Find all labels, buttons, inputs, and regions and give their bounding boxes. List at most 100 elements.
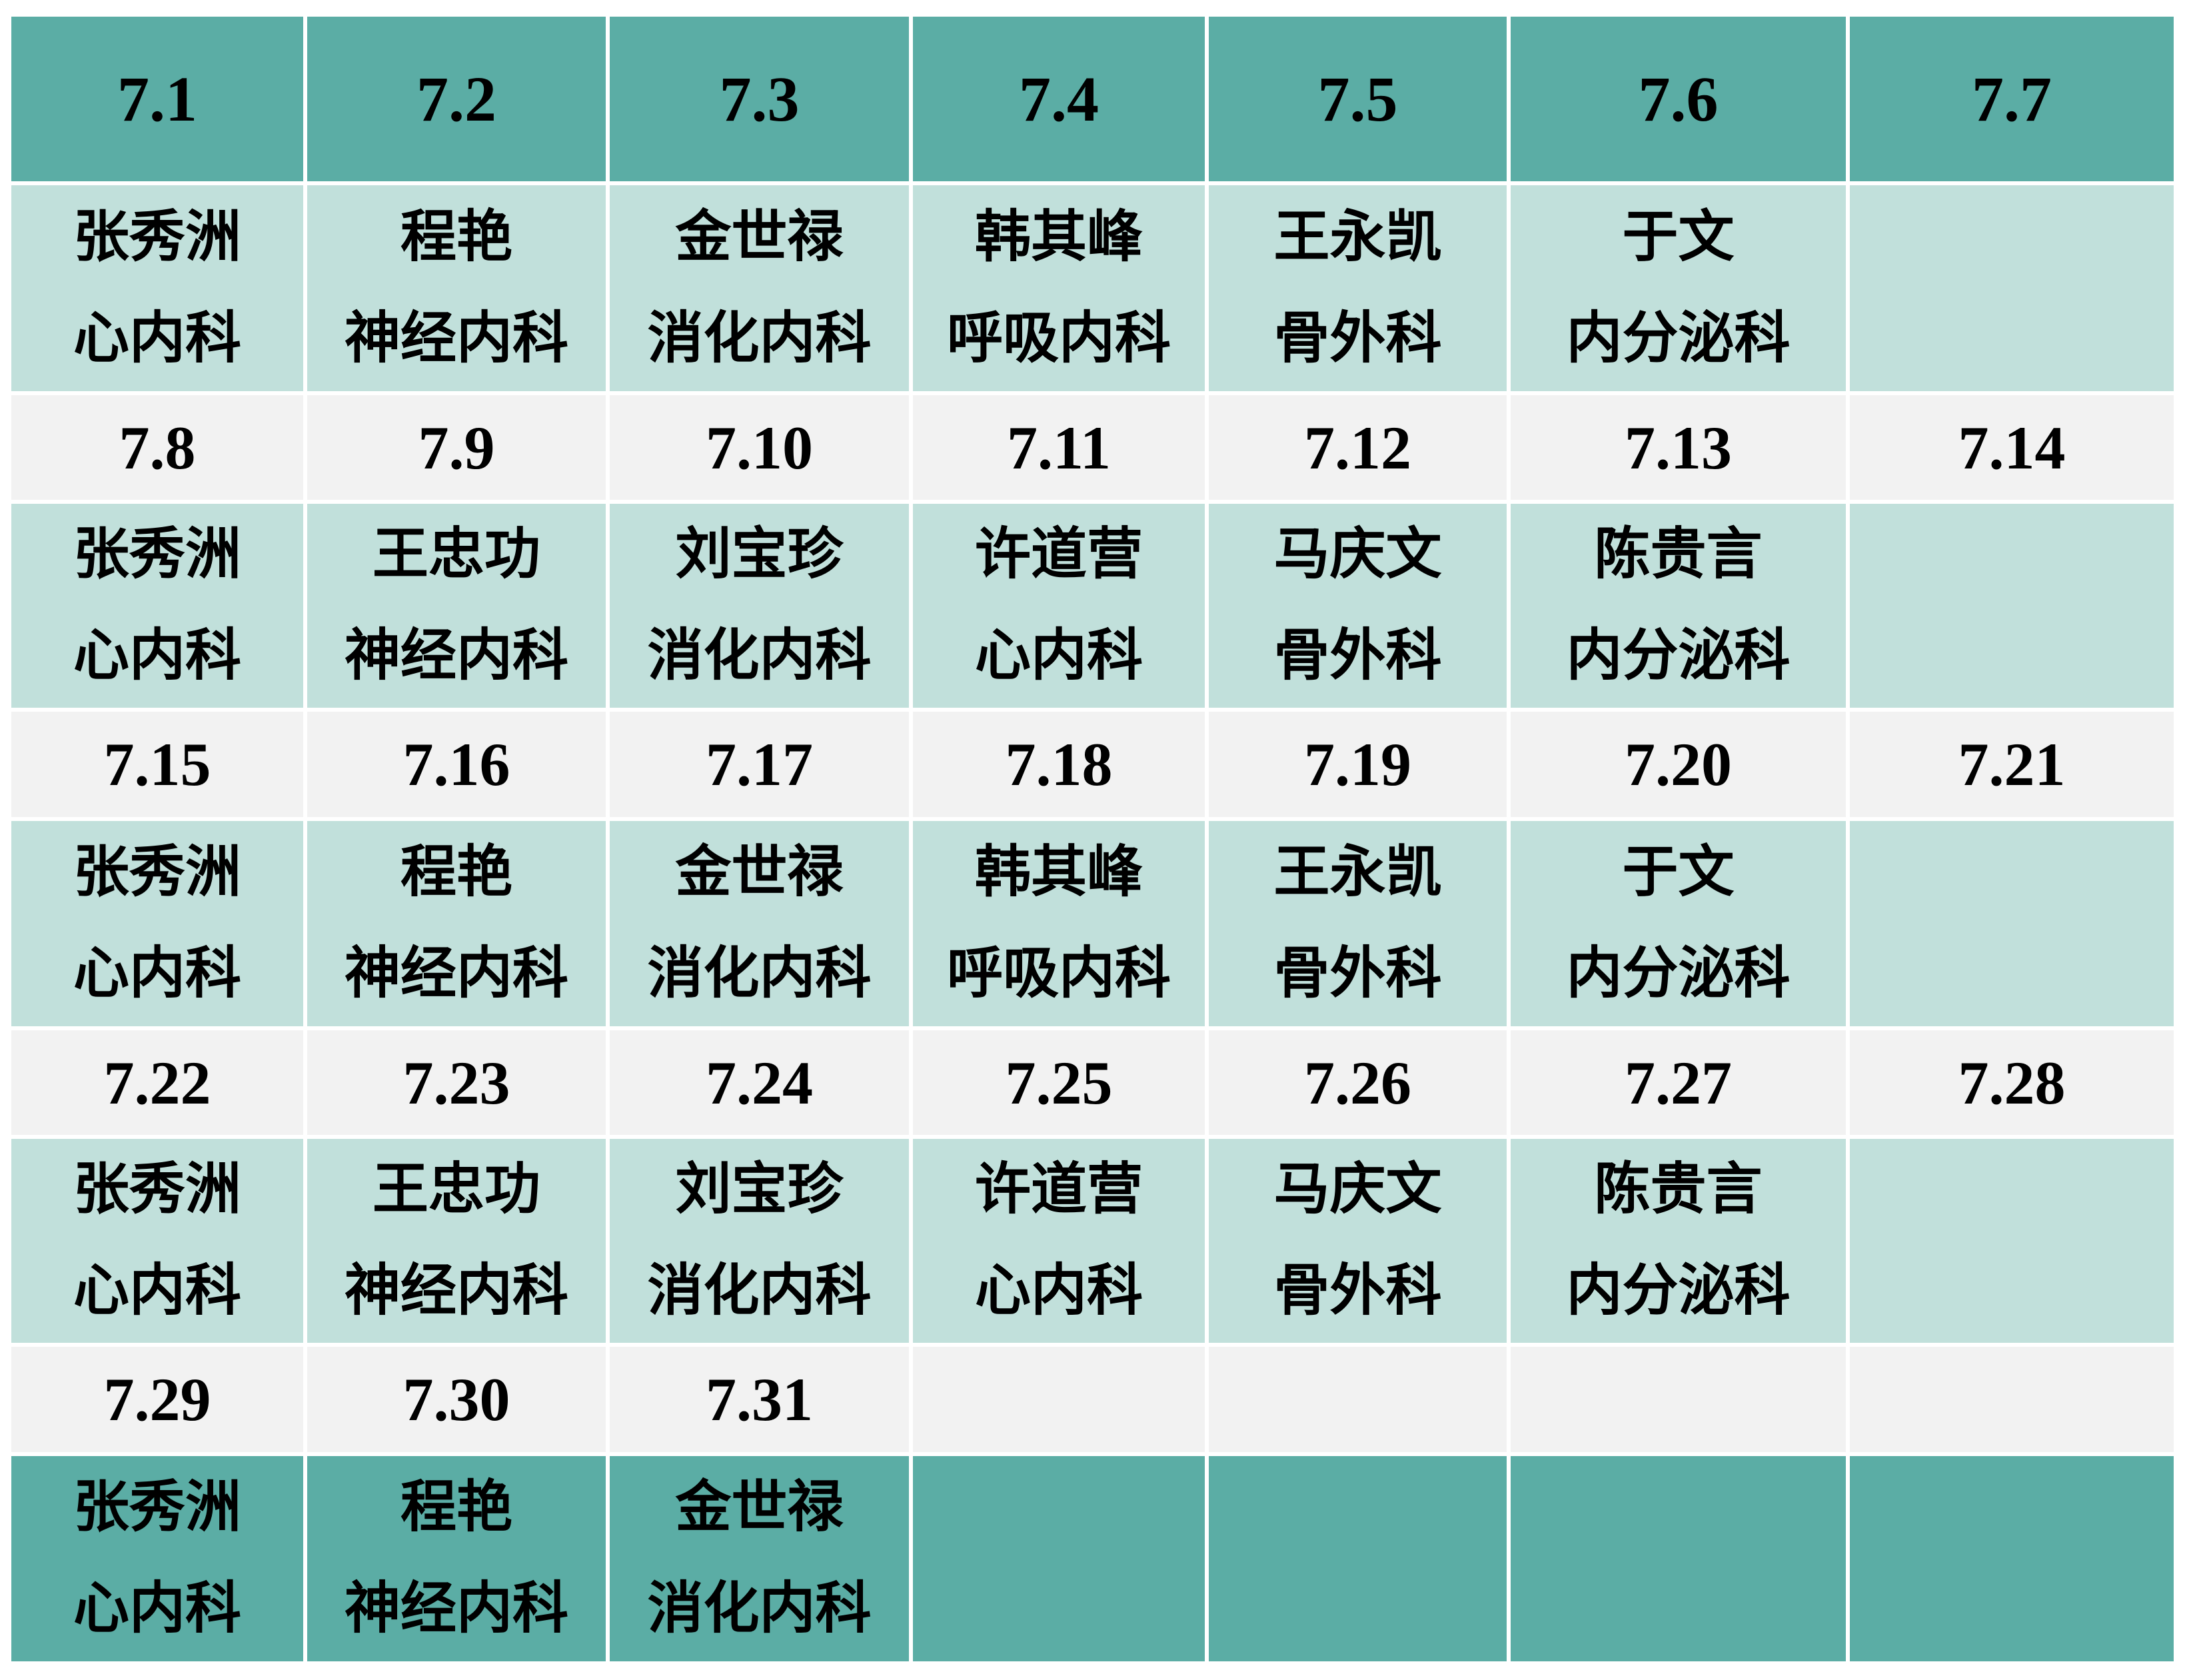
department: 消化内科 [647, 625, 872, 687]
department: 心内科 [73, 625, 241, 687]
date-cell: 7.29 [11, 1347, 303, 1452]
duty-cell [1850, 504, 2174, 708]
doctor-name: 程艳 [400, 206, 512, 269]
date-cell: 7.26 [1209, 1030, 1507, 1135]
department: 骨外科 [1273, 307, 1442, 370]
duty-cell: 金世禄 消化内科 [610, 185, 909, 391]
date-cell: 7.17 [610, 712, 909, 817]
date-cell: 7.27 [1511, 1030, 1846, 1135]
doctor-name: 陈贵言 [1594, 1159, 1763, 1221]
doctor-name: 张秀洲 [73, 1477, 241, 1539]
duty-cell: 许道营 心内科 [913, 504, 1205, 708]
duty-cell: 王忠功 神经内科 [307, 504, 606, 708]
department: 内分泌科 [1566, 943, 1791, 1005]
duty-cell: 于文 内分泌科 [1511, 821, 1846, 1026]
date-cell: 7.19 [1209, 712, 1507, 817]
department: 消化内科 [647, 1578, 872, 1640]
duty-cell: 韩其峰 呼吸内科 [913, 185, 1205, 391]
duty-cell [1850, 1456, 2174, 1661]
doctor-name: 许道营 [974, 1159, 1143, 1221]
date-cell: 7.13 [1511, 395, 1846, 500]
doctor-name: 马庆文 [1273, 1159, 1442, 1221]
duty-cell: 王永凯 骨外科 [1209, 185, 1507, 391]
duty-cell: 许道营 心内科 [913, 1139, 1205, 1343]
duty-schedule-table: 7.1 7.2 7.3 7.4 7.5 7.6 7.7 张秀洲 心内科 程艳 神经内科 金世禄 消化内科… [11, 17, 2174, 1661]
duty-cell [1850, 1139, 2174, 1343]
doctor-name: 王永凯 [1273, 206, 1442, 269]
duty-cell: 王永凯 骨外科 [1209, 821, 1507, 1026]
date-cell: 7.12 [1209, 395, 1507, 500]
duty-cell: 金世禄 消化内科 [610, 821, 909, 1026]
duty-cell: 张秀洲 心内科 [11, 1456, 303, 1661]
doctor-name: 张秀洲 [73, 1159, 241, 1221]
duty-cell: 王忠功 神经内科 [307, 1139, 606, 1343]
department: 神经内科 [344, 1260, 568, 1322]
date-cell [1209, 1347, 1507, 1452]
duty-cell [1850, 185, 2174, 391]
department: 骨外科 [1273, 1260, 1442, 1322]
department: 心内科 [73, 1578, 241, 1640]
date-cell: 7.31 [610, 1347, 909, 1452]
duty-cell: 马庆文 骨外科 [1209, 1139, 1507, 1343]
duty-cell: 刘宝珍 消化内科 [610, 1139, 909, 1343]
department: 消化内科 [647, 943, 872, 1005]
date-cell [1511, 1347, 1846, 1452]
doctor-name: 王忠功 [372, 524, 540, 586]
duty-cell [913, 1456, 1205, 1661]
doctor-name: 于文 [1622, 842, 1735, 904]
doctor-name: 王永凯 [1273, 842, 1442, 904]
department: 内分泌科 [1566, 1260, 1791, 1322]
date-cell: 7.2 [307, 17, 606, 181]
duty-cell: 金世禄 消化内科 [610, 1456, 909, 1661]
doctor-name: 程艳 [400, 1477, 512, 1539]
department: 内分泌科 [1566, 307, 1791, 370]
date-cell: 7.3 [610, 17, 909, 181]
department: 神经内科 [344, 943, 568, 1005]
doctor-name: 陈贵言 [1594, 524, 1763, 586]
department: 心内科 [73, 1260, 241, 1322]
date-cell: 7.7 [1850, 17, 2174, 181]
date-cell: 7.18 [913, 712, 1205, 817]
doctor-name: 张秀洲 [73, 206, 241, 269]
date-cell: 7.10 [610, 395, 909, 500]
date-cell: 7.20 [1511, 712, 1846, 817]
doctor-name: 金世禄 [675, 206, 844, 269]
duty-cell: 程艳 神经内科 [307, 185, 606, 391]
duty-cell: 张秀洲 心内科 [11, 504, 303, 708]
duty-cell: 程艳 神经内科 [307, 1456, 606, 1661]
date-cell: 7.30 [307, 1347, 606, 1452]
doctor-name: 于文 [1622, 206, 1735, 269]
date-cell: 7.5 [1209, 17, 1507, 181]
duty-cell: 韩其峰 呼吸内科 [913, 821, 1205, 1026]
duty-cell: 于文 内分泌科 [1511, 185, 1846, 391]
department: 神经内科 [344, 625, 568, 687]
doctor-name: 刘宝珍 [675, 1159, 844, 1221]
department: 神经内科 [344, 307, 568, 370]
doctor-name: 张秀洲 [73, 524, 241, 586]
doctor-name: 程艳 [400, 842, 512, 904]
doctor-name: 王忠功 [372, 1159, 540, 1221]
doctor-name: 张秀洲 [73, 842, 241, 904]
department: 骨外科 [1273, 943, 1442, 1005]
department: 内分泌科 [1566, 625, 1791, 687]
department: 消化内科 [647, 1260, 872, 1322]
date-cell: 7.1 [11, 17, 303, 181]
date-cell: 7.14 [1850, 395, 2174, 500]
department: 心内科 [73, 943, 241, 1005]
date-cell: 7.15 [11, 712, 303, 817]
duty-cell: 刘宝珍 消化内科 [610, 504, 909, 708]
doctor-name: 刘宝珍 [675, 524, 844, 586]
date-cell [913, 1347, 1205, 1452]
duty-cell: 张秀洲 心内科 [11, 1139, 303, 1343]
date-cell: 7.8 [11, 395, 303, 500]
duty-cell: 陈贵言 内分泌科 [1511, 1139, 1846, 1343]
department: 心内科 [73, 307, 241, 370]
duty-cell [1850, 821, 2174, 1026]
date-cell: 7.6 [1511, 17, 1846, 181]
doctor-name: 金世禄 [675, 842, 844, 904]
doctor-name: 韩其峰 [974, 206, 1143, 269]
date-cell: 7.28 [1850, 1030, 2174, 1135]
doctor-name: 金世禄 [675, 1477, 844, 1539]
date-cell: 7.16 [307, 712, 606, 817]
department: 心内科 [974, 625, 1143, 687]
